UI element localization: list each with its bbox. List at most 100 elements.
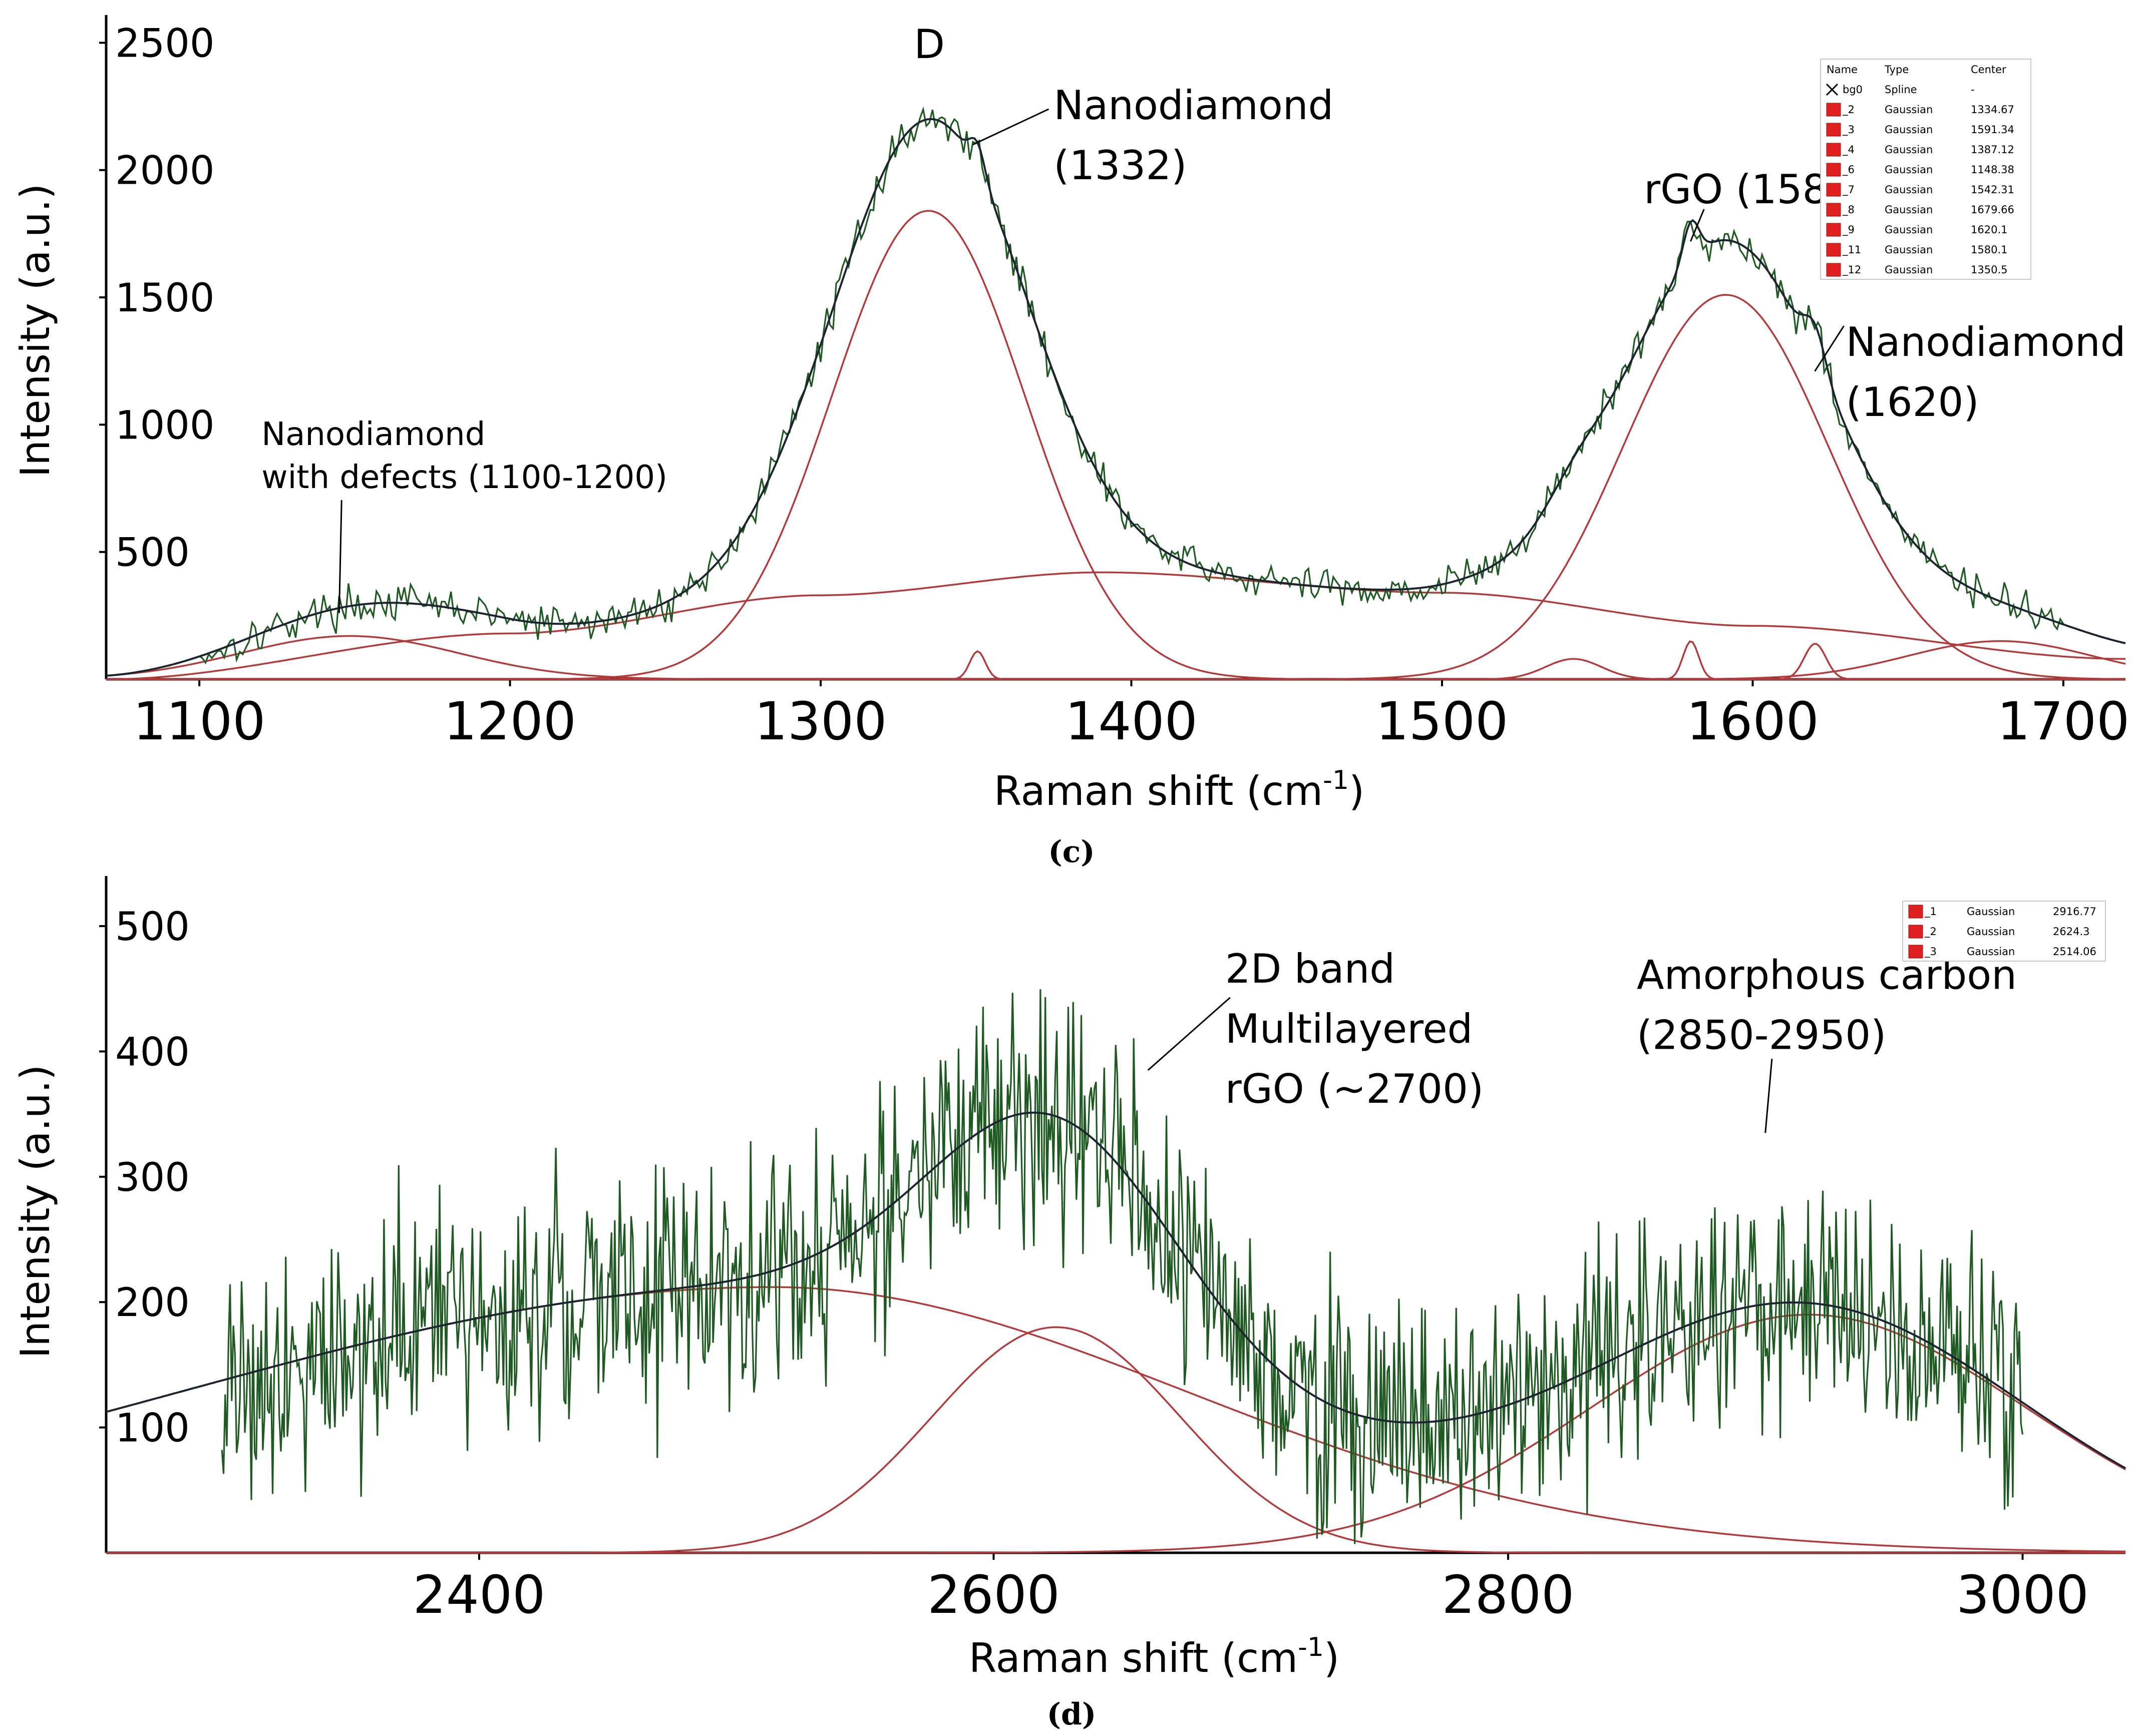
c-legend-name: bg0 <box>1843 84 1863 96</box>
c-xtick-label: 1600 <box>1686 691 1819 752</box>
d-fit-envelope <box>106 1111 2126 1469</box>
c-legend-cross-icon <box>1826 83 1839 96</box>
c-legend-type: Gaussian <box>1885 164 1933 176</box>
c-x-axis-title-sup: -1 <box>1323 765 1349 795</box>
d-legend-center: 2624.3 <box>2053 926 2089 938</box>
c-fit-envelope <box>106 118 2126 677</box>
c-legend-type: Gaussian <box>1885 204 1933 216</box>
c-legend-frame <box>1820 59 2031 280</box>
c-legend-swatch-icon <box>1826 223 1841 237</box>
d-legend-center: 2916.77 <box>2053 906 2096 918</box>
c-annotation-nd-1332: (1332) <box>1053 142 1187 189</box>
c-legend-type: Spline <box>1885 84 1917 96</box>
c-ytick-label: 1000 <box>115 403 215 448</box>
c-legend-header: Name <box>1827 64 1858 76</box>
c-legend-center: 1148.38 <box>1971 164 2014 176</box>
c-legend-name: _8 <box>1842 204 1855 216</box>
c-legend-type: Gaussian <box>1885 224 1933 236</box>
d-spectrum <box>221 989 2024 1544</box>
c-annotation-d-peak: D <box>914 21 945 68</box>
c-legend-center: 1591.34 <box>1971 124 2014 136</box>
d-xtick-label: 2400 <box>413 1564 546 1625</box>
c-annotation-nd-1620: Nanodiamond <box>1846 319 2126 365</box>
c-annotation-nd-defects: with defects (1100-1200) <box>261 459 667 496</box>
d-leader-band-2d <box>1147 997 1231 1071</box>
c-leader-rgo-1580 <box>1689 209 1705 242</box>
d-legend-name: _2 <box>1924 926 1937 938</box>
c-xtick-label: 1400 <box>1065 691 1198 752</box>
c-xtick-label: 1500 <box>1376 691 1509 752</box>
c-legend-swatch-icon <box>1826 243 1841 257</box>
c-legend-type: Gaussian <box>1885 184 1933 196</box>
c-legend-swatch-icon <box>1826 163 1841 177</box>
c-legend-header: Type <box>1884 64 1909 76</box>
d-panel-label: (d) <box>1047 1697 1097 1732</box>
d-legend-swatch-icon <box>1908 905 1923 919</box>
c-legend-type: Gaussian <box>1885 104 1933 116</box>
c-component-12 <box>106 650 2125 680</box>
d-legend-type: Gaussian <box>1967 926 2015 938</box>
c-legend-type: Gaussian <box>1885 124 1933 136</box>
c-legend-swatch-icon <box>1826 103 1841 117</box>
d-ticks: 2400 2600 2800 3000 100 200 300 400 500 <box>99 905 2089 1625</box>
c-y-axis-title: Intensity (a.u.) <box>12 184 59 478</box>
c-x-axis-title: Raman shift (cm-1) <box>994 765 1364 814</box>
c-legend-type: Gaussian <box>1885 244 1933 256</box>
c-legend-name: _6 <box>1842 164 1855 176</box>
c-component-8 <box>106 640 2126 680</box>
c-legend-center: 1334.67 <box>1971 104 2014 116</box>
c-legend-name: _2 <box>1842 104 1855 116</box>
c-xtick-label: 1200 <box>444 691 576 752</box>
d-x-axis-title-sup: -1 <box>1298 1632 1324 1662</box>
d-annotation-amorphous: (2850-2950) <box>1637 1012 1886 1058</box>
d-y-axis-title: Intensity (a.u.) <box>12 1065 59 1359</box>
c-legend-swatch-icon <box>1826 183 1841 197</box>
c-legend-table: Name Type Center bg0 Spline - _2 Gaussian 1334.6… <box>1820 59 2031 280</box>
c-legend-center: 1387.12 <box>1971 144 2014 156</box>
c-legend-swatch-icon <box>1826 263 1841 277</box>
d-legend-swatch-icon <box>1908 925 1923 939</box>
d-x-axis-title-close: ) <box>1324 1635 1339 1681</box>
d-legend-type: Gaussian <box>1967 946 2015 958</box>
c-legend-name: _11 <box>1842 244 1861 256</box>
c-legend-name: _9 <box>1842 224 1855 236</box>
c-annotation-nd-1620: (1620) <box>1846 379 1979 425</box>
c-component-9 <box>106 643 2125 680</box>
c-legend-name: _4 <box>1842 144 1855 156</box>
c-ytick-label: 1500 <box>115 276 215 321</box>
d-component-2 <box>106 1326 2125 1554</box>
d-legend-table: _1 Gaussian 2916.77 _2 Gaussian 2624.3 _3 Gauss… <box>1902 901 2106 962</box>
d-legend-center: 2514.06 <box>2053 946 2096 958</box>
c-annotation-nd-1332: Nanodiamond <box>1053 82 1333 129</box>
c-legend-center: - <box>1971 84 1975 96</box>
c-component-7 <box>106 658 2125 680</box>
d-ytick-label: 400 <box>115 1030 190 1075</box>
d-annotation-band-2d: rGO (~2700) <box>1225 1066 1484 1112</box>
c-ticks: 1100 1200 1300 1400 1500 1600 1700 500 1000 1500 2… <box>99 21 2129 752</box>
d-legend-swatch-icon <box>1908 945 1923 959</box>
c-legend-center: 1679.66 <box>1971 204 2014 216</box>
c-xtick-label: 1100 <box>133 691 266 752</box>
d-ytick-label: 200 <box>115 1280 190 1326</box>
c-legend-swatch-icon <box>1826 203 1841 217</box>
c-legend-header: Center <box>1971 64 2006 76</box>
c-component-4 <box>106 571 2125 680</box>
panel-c: 1100 1200 1300 1400 1500 1600 1700 500 1000 1500 2… <box>12 15 2129 870</box>
c-legend-center: 1580.1 <box>1971 244 2007 256</box>
panel-d: 2400 2600 2800 3000 100 200 300 400 500 2D band M… <box>12 876 2126 1732</box>
d-components <box>106 1286 2126 1554</box>
d-annotation-band-2d: 2D band <box>1225 946 1395 992</box>
c-annotation-nd-defects: Nanodiamond <box>261 416 485 453</box>
c-legend-name: _12 <box>1842 264 1861 276</box>
d-fit <box>106 1111 2126 1469</box>
c-leader-nd-1620 <box>1814 325 1845 372</box>
c-x-axis-title-main: Raman shift (cm <box>994 768 1323 814</box>
d-x-axis-title-main: Raman shift (cm <box>969 1635 1298 1681</box>
d-annotation-band-2d: Multilayered <box>1225 1006 1473 1052</box>
c-legend-swatch-icon <box>1826 143 1841 157</box>
d-xtick-label: 2800 <box>1442 1564 1575 1625</box>
d-ytick-label: 500 <box>115 905 190 950</box>
c-legend-name: _7 <box>1842 184 1855 196</box>
